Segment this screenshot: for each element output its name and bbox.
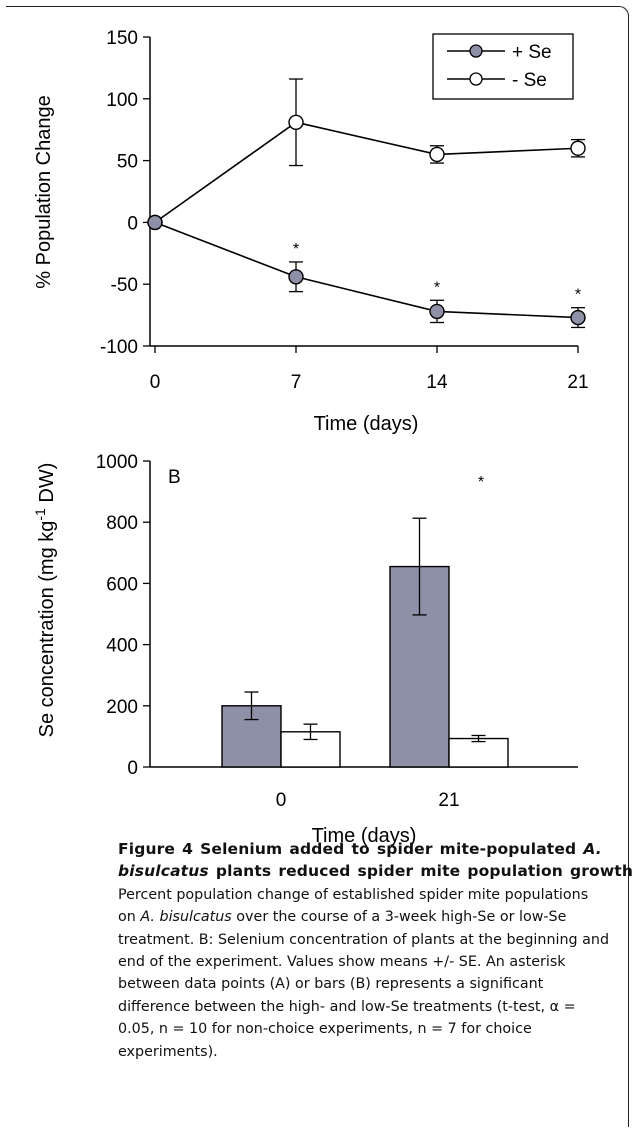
bar: [448, 737, 509, 768]
data-point: [570, 140, 586, 156]
y-tick-label: 0: [127, 213, 138, 234]
y-tick-label: 600: [106, 574, 138, 595]
caption-line-4: on A. bisulcatus over the course of a 3-…: [118, 906, 623, 928]
y-tick-label: -100: [100, 337, 138, 358]
legend: + Se - Se: [432, 33, 574, 100]
legend-marker: [469, 44, 483, 58]
legend-label: - Se: [512, 70, 547, 91]
caption-line-1: Figure 4 Selenium added to spider mite-p…: [118, 838, 623, 860]
y-axis-label-unit: DW): [36, 463, 58, 509]
data-point: [570, 309, 586, 326]
significance-marker: *: [478, 474, 484, 491]
caption-line-3: Percent population change of established…: [118, 886, 589, 903]
caption-species-genus: A.: [583, 840, 602, 858]
x-tick-label: 0: [150, 372, 161, 393]
y-tick-label: -50: [111, 275, 138, 296]
significance-marker: *: [434, 279, 440, 296]
y-axis-label: Se concentration (mg kg-1 DW): [32, 463, 58, 738]
significance-marker: *: [293, 241, 299, 258]
x-tick-label: 21: [438, 790, 459, 811]
data-point: [147, 214, 163, 231]
data-point: [288, 114, 304, 130]
y-tick-label: 150: [106, 28, 138, 49]
caption-line-6: end of the experiment. Values show means…: [118, 954, 566, 971]
caption-text: over the course of a 3-week high-Se or l…: [231, 909, 567, 926]
y-tick-label: 1000: [96, 452, 138, 473]
significance-marker: *: [575, 287, 581, 304]
y-tick-label: 400: [106, 636, 138, 657]
y-axis-label-superscript: -1: [32, 508, 48, 521]
x-tick-label: 14: [426, 372, 448, 393]
x-tick-label: 21: [567, 372, 588, 393]
data-point: [429, 146, 445, 163]
legend-marker: [469, 72, 483, 86]
y-tick-label: 100: [106, 90, 138, 111]
series-line: [154, 221, 579, 319]
chart-panel-a: -100 -50 0 50 100 150 0 7 14 21 Time (days) % Popul…: [33, 28, 589, 435]
data-point: [288, 269, 304, 285]
legend-box: [432, 33, 574, 100]
caption-line-2: bisulcatus plants reduced spider mite po…: [118, 860, 633, 883]
x-tick-label: 7: [291, 372, 302, 393]
series-line: [154, 121, 579, 224]
caption-species: A. bisulcatus: [140, 909, 232, 926]
caption-title-text: Figure 4 Selenium added to spider mite-p…: [118, 840, 584, 858]
caption-line-8: difference between the high- and low-Se …: [118, 998, 576, 1015]
caption-line-9: 0.05, n = 10 for non-choice experiments,…: [118, 1021, 532, 1038]
panel-label: B: [168, 467, 181, 488]
caption-line-7: between data points (A) or bars (B) repr…: [118, 976, 544, 993]
legend-label: + Se: [512, 42, 552, 63]
data-point: [429, 303, 445, 320]
chart-panel-b: 0 200 400 600 800 1000 B 0 21 * Time (days) Se conc…: [32, 452, 578, 847]
y-tick-label: 800: [106, 513, 138, 534]
y-tick-label: 0: [127, 758, 138, 779]
figure-caption: Figure 4 Selenium added to spider mite-p…: [118, 838, 633, 1063]
y-tick-label: 200: [106, 697, 138, 718]
caption-line-5: treatment. B: Selenium concentration of …: [118, 931, 610, 948]
caption-title-end: plants reduced spider mite population gr…: [208, 862, 633, 881]
y-axis-label-main: Se concentration (mg kg: [36, 521, 58, 738]
x-axis-label: Time (days): [312, 825, 417, 847]
figure-border: [6, 6, 629, 1127]
caption-line-10: experiments).: [118, 1043, 218, 1060]
y-tick-label: 50: [117, 152, 138, 173]
x-tick-label: 0: [276, 790, 287, 811]
caption-species-epithet: bisulcatus: [118, 862, 209, 881]
caption-text: on: [118, 909, 141, 926]
y-axis-label: % Population Change: [33, 95, 55, 288]
x-axis-label: Time (days): [314, 413, 419, 435]
